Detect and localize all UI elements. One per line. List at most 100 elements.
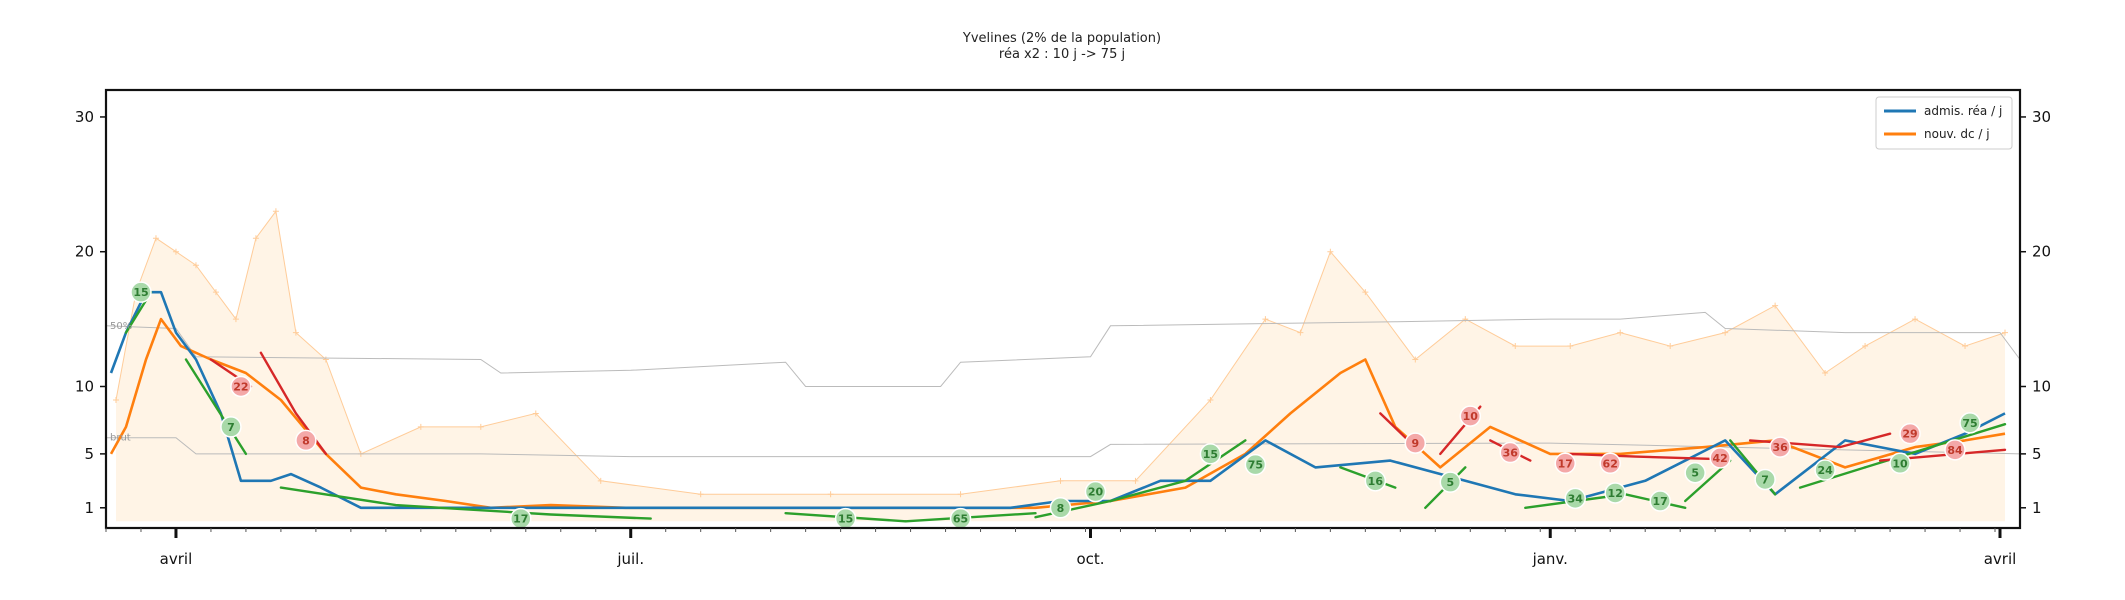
raw-deaths-point (1132, 477, 1139, 484)
fit-segment-green (184, 358, 248, 456)
raw-deaths-point (2002, 329, 2009, 336)
raw-deaths-point (1327, 248, 1334, 255)
y-tick-label-right: 20 (2032, 243, 2051, 261)
trend-bubble-label: 62 (1603, 457, 1618, 470)
trend-bubble-red: 84 (1944, 439, 1966, 461)
trend-bubble-circle (1499, 441, 1522, 464)
trend-bubble-label: 75 (1962, 417, 1977, 430)
trend-bubble-circle (1439, 471, 1462, 493)
raw-deaths-point (1262, 316, 1269, 323)
trend-bubble-green: 24 (1814, 459, 1836, 481)
trend-bubble-green: 17 (1649, 490, 1671, 512)
y-tick-label-left: 1 (84, 499, 94, 517)
raw-deaths-point (152, 235, 159, 242)
trend-bubble-label: 36 (1503, 447, 1519, 460)
raw-deaths-point (172, 248, 179, 255)
trend-bubble-circle (1244, 453, 1267, 476)
trend-bubble-label: 17 (513, 513, 528, 526)
trend-bubble-label: 17 (1653, 495, 1668, 508)
fit-segment-red (1568, 452, 1727, 461)
trend-bubble-circle (1404, 432, 1427, 454)
trend-bubble-red: 22 (230, 375, 252, 398)
raw-deaths-point (1617, 329, 1624, 336)
fit-segment-green (1524, 495, 1607, 509)
raw-deaths-point (1412, 356, 1419, 363)
raw-deaths-point (477, 423, 484, 430)
trend-bubble-green: 34 (1564, 487, 1586, 510)
raw-deaths-point (1722, 329, 1729, 336)
raw-deaths-point (112, 396, 119, 403)
series-line-rea (109, 290, 2006, 510)
chart-title: Yvelines (2% de la population) (962, 31, 1161, 46)
raw-deaths-point (697, 491, 704, 498)
trend-bubble-green: 15 (1199, 443, 1222, 465)
series-layer (109, 290, 2006, 510)
trend-bubble-label: 10 (1463, 410, 1479, 423)
raw-deaths-point (1297, 329, 1304, 336)
raw-deaths-point (1862, 343, 1869, 350)
trend-bubble-green: 8 (1049, 497, 1072, 519)
trend-bubble-circle (1814, 459, 1836, 481)
plot-frame (104, 88, 2022, 530)
y-axis-left: 1 5 10 20 30 (75, 108, 106, 517)
trend-bubble-circle (1199, 443, 1222, 465)
raw-deaths-point (292, 329, 299, 336)
raw-deaths-area (116, 211, 2005, 522)
raw-deaths-point (1362, 289, 1369, 296)
trend-bubble-green: 5 (1684, 461, 1706, 484)
y-tick-label-right: 5 (2032, 445, 2042, 463)
reference-line-50pct (105, 311, 2021, 387)
trend-bubble-red: 10 (1459, 405, 1482, 427)
trend-bubble-label: 9 (1411, 437, 1419, 450)
trend-bubble-circle (1959, 412, 1981, 434)
reference-label-50pct: 50% (110, 321, 132, 332)
trend-bubble-label: 65 (953, 513, 968, 526)
trend-bubble-green: 65 (949, 507, 972, 530)
raw-deaths-point (192, 262, 199, 269)
trend-bubble-label: 17 (1558, 457, 1573, 470)
trend-bubble-label: 29 (1902, 428, 1917, 441)
trend-bubble-label: 20 (1088, 486, 1104, 499)
trend-bubble-green: 7 (220, 416, 242, 438)
trend-bubble-label: 42 (1713, 452, 1728, 465)
trend-bubble-green: 17 (510, 507, 532, 530)
trend-bubble-green: 5 (1439, 471, 1462, 493)
raw-deaths-point (957, 491, 964, 498)
raw-deaths-point (1772, 302, 1779, 309)
trend-bubble-green: 12 (1604, 482, 1626, 504)
trend-bubble-red: 36 (1769, 436, 1791, 458)
raw-deaths-point (827, 491, 834, 498)
x-tick-label: avril (160, 550, 193, 568)
trend-bubble-label: 34 (1568, 492, 1584, 505)
trend-bubble-label: 12 (1608, 487, 1623, 500)
trend-bubble-circle (220, 416, 242, 438)
raw-deaths-point (1512, 343, 1519, 350)
raw-deaths-point (1057, 477, 1064, 484)
trend-bubble-label: 16 (1368, 475, 1384, 488)
trend-bubble-green: 10 (1889, 452, 1911, 475)
raw-deaths-point (1567, 343, 1574, 350)
trend-bubble-label: 8 (302, 434, 310, 447)
fit-segment-green (1109, 479, 1187, 503)
trend-bubble-green: 20 (1084, 480, 1107, 503)
legend-label-rea: admis. réa / j (1924, 104, 2002, 118)
trend-bubble-label: 5 (1691, 467, 1699, 480)
raw-deaths-point (1462, 316, 1469, 323)
trend-bubble-circle (130, 281, 152, 303)
trend-bubble-circle (1364, 470, 1387, 492)
trend-bubble-label: 5 (1446, 476, 1454, 489)
trend-bubble-label: 84 (1947, 444, 1963, 457)
x-tick-label: juil. (616, 550, 644, 568)
trend-annotations: 15 7 22 8 17 15 65 8 20 15 75 16 9 5 10 36 17 34 62 12 17 5 42… (130, 281, 1981, 530)
raw-deaths-point (232, 316, 239, 323)
trend-bubble-circle (1459, 405, 1482, 427)
trend-bubble-red: 42 (1709, 447, 1731, 469)
x-tick-label: oct. (1076, 550, 1104, 568)
raw-deaths-point (417, 423, 424, 430)
y-axis-right: 1 5 10 20 30 (2020, 108, 2051, 517)
trend-bubble-red: 8 (295, 429, 317, 452)
raw-deaths-point (1822, 370, 1829, 377)
trend-bubble-green: 15 (834, 507, 857, 530)
x-tick-label: avril (1984, 550, 2017, 568)
trend-bubble-circle (1554, 452, 1576, 475)
